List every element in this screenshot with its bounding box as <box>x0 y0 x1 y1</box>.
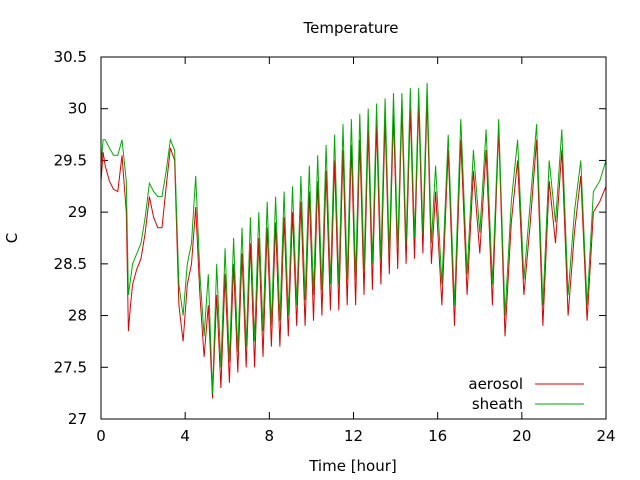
legend: aerosol sheath <box>468 375 584 413</box>
x-tick-label: 8 <box>265 427 275 445</box>
series-lines <box>100 82 607 399</box>
y-tick-label: 29 <box>68 203 87 221</box>
x-axis-label: Time [hour] <box>308 457 397 475</box>
series-line-sheath <box>100 82 607 394</box>
y-tick-label: 28 <box>68 307 87 325</box>
series-line-aerosol <box>100 98 607 399</box>
x-tick-label: 12 <box>344 427 363 445</box>
y-tick-label: 27 <box>68 410 87 428</box>
y-tick-label: 28.5 <box>54 255 87 273</box>
x-tick-label: 16 <box>428 427 447 445</box>
plot-frame <box>100 56 607 420</box>
y-tick-label: 30.5 <box>54 48 87 66</box>
chart-title: Temperature <box>302 19 398 37</box>
legend-label-aerosol: aerosol <box>468 375 523 393</box>
x-tick-label: 0 <box>96 427 106 445</box>
axis-tick-labels: 0 4 8 12 16 20 24 27 27.5 28 28.5 29 29.5 30 30.5 <box>54 48 616 445</box>
y-tick-label: 27.5 <box>54 358 87 376</box>
x-tick-label: 4 <box>180 427 190 445</box>
x-tick-label: 24 <box>596 427 615 445</box>
legend-label-sheath: sheath <box>472 395 523 413</box>
y-axis-label: C <box>3 233 21 243</box>
y-tick-label: 29.5 <box>54 151 87 169</box>
x-tick-label: 20 <box>512 427 531 445</box>
y-tick-label: 30 <box>68 100 87 118</box>
